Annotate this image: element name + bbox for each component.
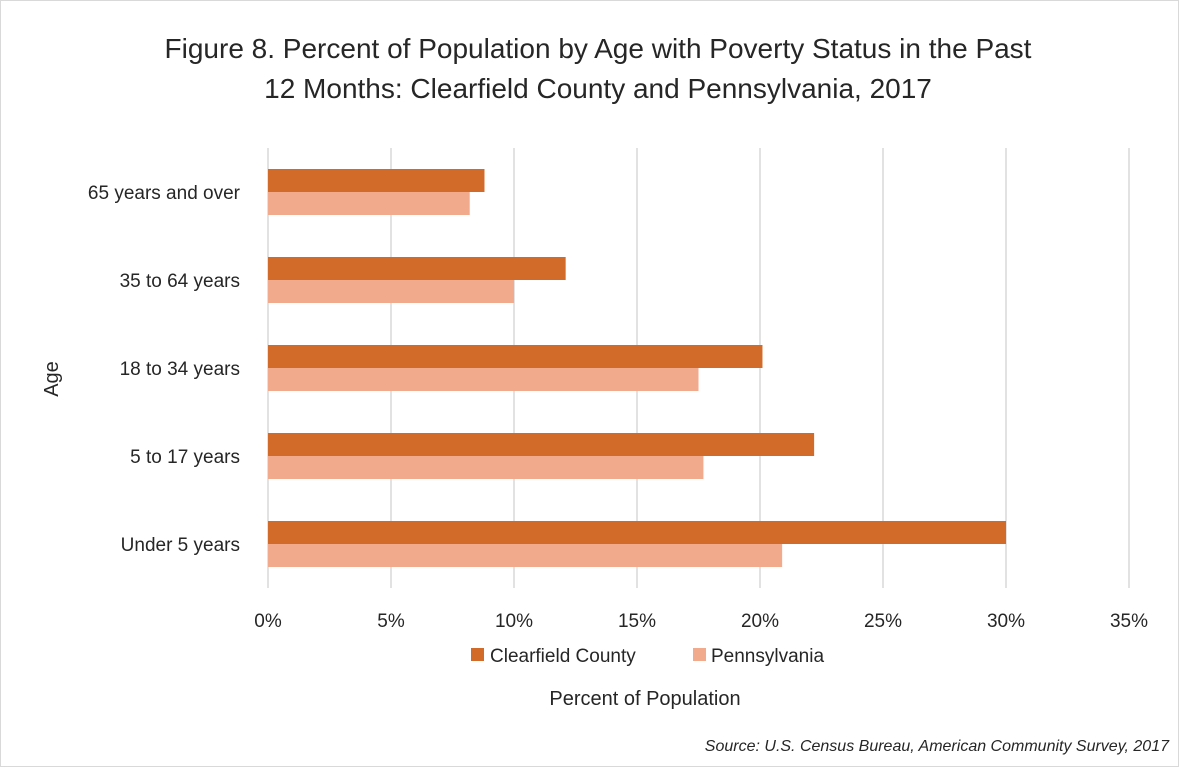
chart-title-line-2: 12 Months: Clearfield County and Pennsyl… <box>264 73 932 104</box>
bar-clearfield-county <box>268 521 1006 544</box>
category-label: 5 to 17 years <box>130 447 240 468</box>
source-note: Source: U.S. Census Bureau, American Com… <box>705 738 1170 755</box>
bar-pennsylvania <box>268 544 783 567</box>
legend-swatch-clearfield-county <box>471 648 484 661</box>
bar-pennsylvania <box>268 368 699 391</box>
legend-label-pennsylvania: Pennsylvania <box>711 646 824 667</box>
bar-clearfield-county <box>268 257 566 280</box>
category-label: 35 to 64 years <box>120 271 240 292</box>
x-tick-label: 30% <box>987 611 1025 632</box>
legend: Clearfield County Pennsylvania <box>471 646 824 667</box>
chart-title-line-1: Figure 8. Percent of Population by Age w… <box>165 33 1032 64</box>
bar-clearfield-county <box>268 433 815 456</box>
bar-clearfield-county <box>268 169 485 192</box>
x-tick-label: 5% <box>377 611 405 632</box>
x-tick-label: 15% <box>618 611 656 632</box>
x-tick-label: 20% <box>741 611 779 632</box>
category-label: 65 years and over <box>88 183 241 204</box>
x-tick-labels: 0% 5% 10% 15% 20% 25% 30% 35% <box>254 611 1148 632</box>
x-tick-label: 25% <box>864 611 902 632</box>
bar-clearfield-county <box>268 345 763 368</box>
x-tick-label: 0% <box>254 611 282 632</box>
legend-label-clearfield-county: Clearfield County <box>490 646 636 667</box>
legend-swatch-pennsylvania <box>693 648 706 661</box>
x-tick-label: 35% <box>1110 611 1148 632</box>
bars <box>268 169 1006 567</box>
bar-pennsylvania <box>268 192 470 215</box>
category-labels: 65 years and over 35 to 64 years 18 to 34 … <box>88 183 241 556</box>
bar-pennsylvania <box>268 280 514 303</box>
x-axis-title: Percent of Population <box>549 688 740 710</box>
x-tick-label: 10% <box>495 611 533 632</box>
y-axis-title: Age <box>41 361 63 397</box>
bar-pennsylvania <box>268 456 704 479</box>
category-label: 18 to 34 years <box>120 359 240 380</box>
category-label: Under 5 years <box>121 535 240 556</box>
